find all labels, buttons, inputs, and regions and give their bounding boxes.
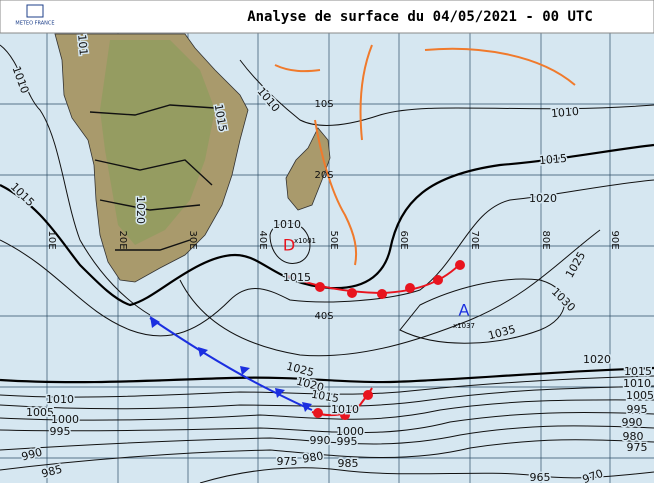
meridian-label: 60E — [398, 230, 409, 249]
isobar-label: 995 — [337, 435, 358, 448]
logo-text: METEO FRANCE — [15, 21, 54, 27]
meridian-label: 30E — [187, 230, 198, 249]
isobar-label: 1000 — [336, 425, 364, 438]
isobar-label: 1000 — [51, 413, 79, 426]
cold-front — [149, 317, 313, 411]
meridian-label: 70E — [469, 230, 480, 249]
isobar-label: 1005 — [26, 406, 54, 419]
isobar-label: 1015 — [624, 365, 652, 378]
meridian-label: 80E — [540, 230, 551, 249]
isobar-label: 1020 — [583, 353, 611, 366]
title-bar — [0, 0, 654, 34]
meridian-label: 20E — [117, 230, 128, 249]
pressure-center: A — [459, 301, 470, 320]
africa-highlands — [100, 40, 215, 245]
isobar-label: 1020 — [529, 192, 557, 205]
isobar-label: 975 — [277, 455, 298, 468]
madagascar-land — [285, 127, 331, 211]
isobar-label: 1010 — [46, 393, 74, 406]
troughs — [274, 44, 576, 266]
meridian-label: 90E — [609, 230, 620, 249]
map-title: Analyse de surface du 04/05/2021 - 00 UT… — [247, 9, 593, 25]
center-value: x1001 — [294, 237, 316, 245]
parallel-label: 20S — [314, 170, 333, 181]
isobar-label: 995 — [627, 403, 648, 416]
isobar-label: 995 — [50, 425, 71, 438]
isobar-label: 980 — [301, 449, 324, 465]
isobar-label: 990 — [622, 416, 643, 429]
warm-front-bumps — [313, 260, 465, 420]
parallel-label: 10S — [314, 99, 333, 110]
isobar-label: 1010 — [273, 218, 301, 231]
isobar-label: 1010 — [331, 403, 359, 416]
isobar-label: 985 — [338, 457, 359, 470]
parallel-label: 40S — [314, 311, 333, 322]
isobar-label: 1010 — [550, 105, 579, 120]
cold-front-triangles — [150, 316, 312, 412]
pressure-center: D — [283, 236, 295, 255]
isobar-label: 980 — [623, 430, 644, 443]
isobar-label: 990 — [310, 434, 331, 447]
isobars — [0, 44, 654, 483]
center-value: x1037 — [453, 322, 475, 330]
meridian-label: 10E — [46, 230, 57, 249]
meridian-label: 40E — [257, 230, 268, 249]
isobar-label: 1015 — [538, 152, 567, 167]
isobar-label: 1005 — [626, 389, 654, 402]
isobar-label: 1010 — [623, 377, 651, 390]
country-borders — [89, 104, 216, 251]
isobar-label: 975 — [627, 441, 648, 454]
meridian-label: 50E — [328, 230, 339, 249]
isobar-label: 1020 — [134, 196, 147, 224]
logo-icon — [26, 4, 44, 18]
isobar-label: 1015 — [283, 271, 311, 284]
isobar-label: 101 — [75, 34, 90, 56]
isobar-label: 965 — [530, 471, 551, 483]
